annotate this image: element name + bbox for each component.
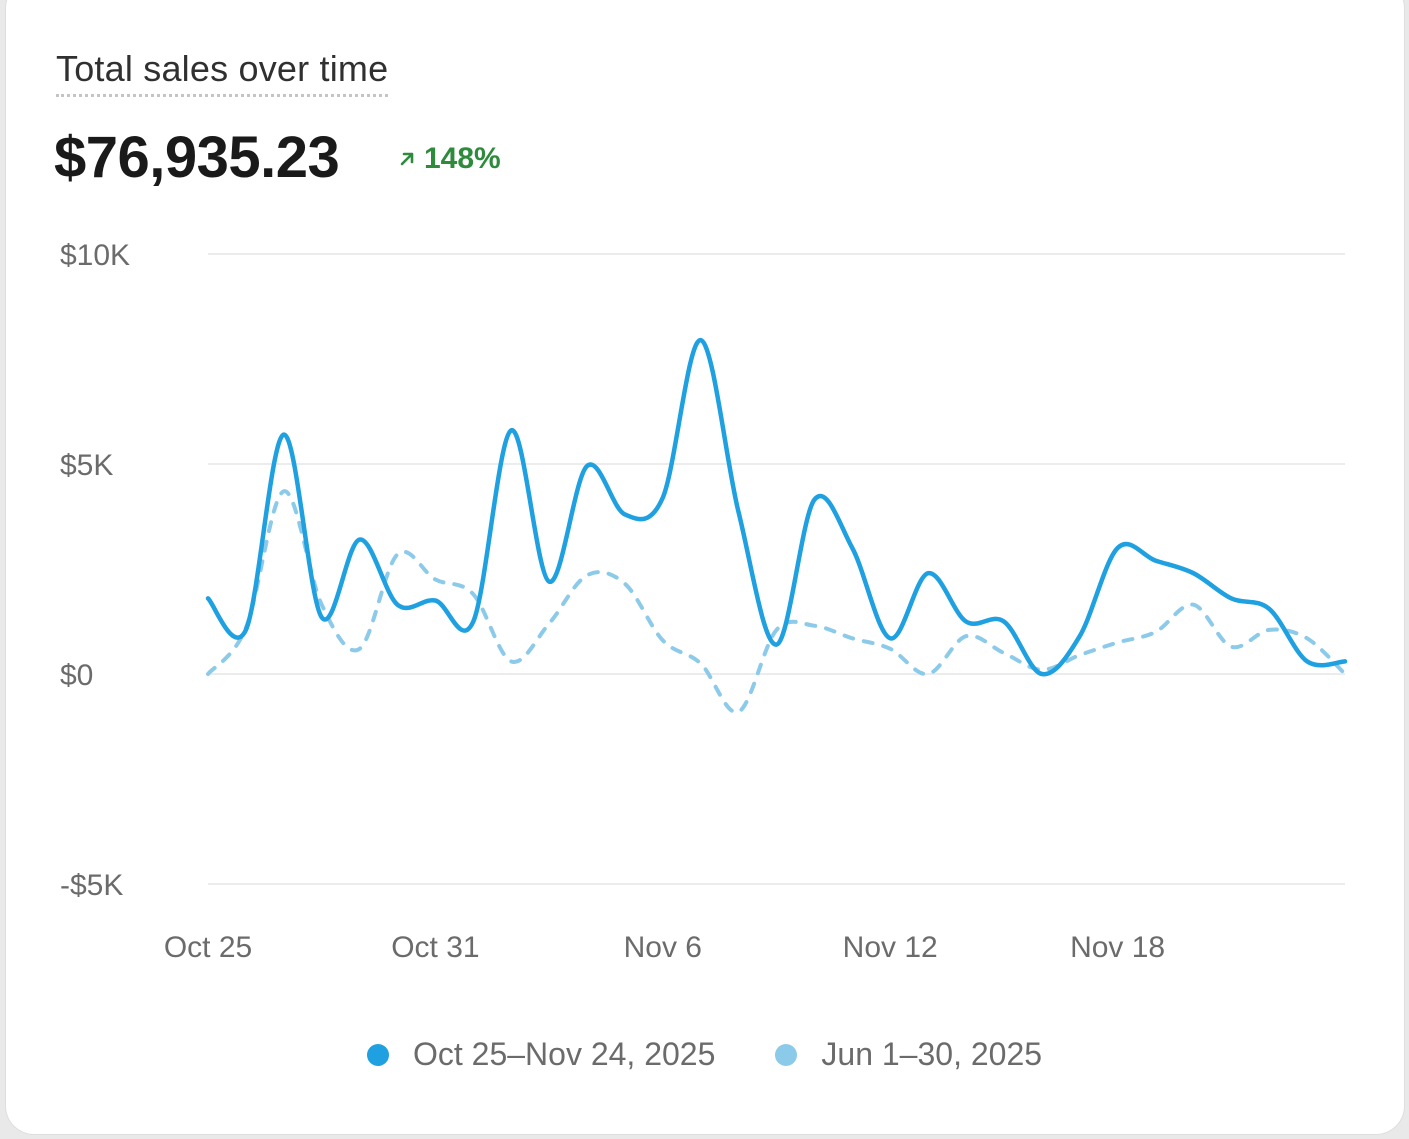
- legend-label: Jun 1–30, 2025: [821, 1036, 1043, 1072]
- x-tick-label: Nov 12: [843, 931, 938, 964]
- chart-legend: Oct 25–Nov 24, 2025 Jun 1–30, 2025: [0, 1036, 1409, 1073]
- legend-dot-icon: [366, 1043, 389, 1066]
- change-percent: 148%: [424, 142, 501, 175]
- x-tick-label: Nov 6: [624, 931, 702, 964]
- change-indicator: 148%: [398, 142, 501, 176]
- arrow-up-right-icon: [400, 152, 414, 166]
- x-tick-label: Oct 31: [391, 931, 479, 964]
- card-title[interactable]: Total sales over time: [56, 48, 389, 97]
- y-tick-label: $10K: [60, 239, 130, 272]
- y-tick-label: -$5K: [60, 869, 123, 902]
- legend-item-comparison[interactable]: Jun 1–30, 2025: [775, 1036, 1042, 1073]
- series-line-comparison[interactable]: [206, 489, 1347, 715]
- x-tick-label: Nov 18: [1070, 931, 1165, 964]
- legend-item-current[interactable]: Oct 25–Nov 24, 2025: [366, 1036, 716, 1073]
- x-tick-label: Oct 25: [164, 931, 252, 964]
- y-tick-label: $0: [60, 659, 93, 692]
- total-sales-value: $76,935.23: [54, 125, 340, 190]
- y-tick-label: $5K: [60, 449, 113, 482]
- series-line-current[interactable]: [205, 337, 1348, 677]
- legend-label: Oct 25–Nov 24, 2025: [412, 1036, 716, 1072]
- legend-dot-icon: [775, 1043, 798, 1066]
